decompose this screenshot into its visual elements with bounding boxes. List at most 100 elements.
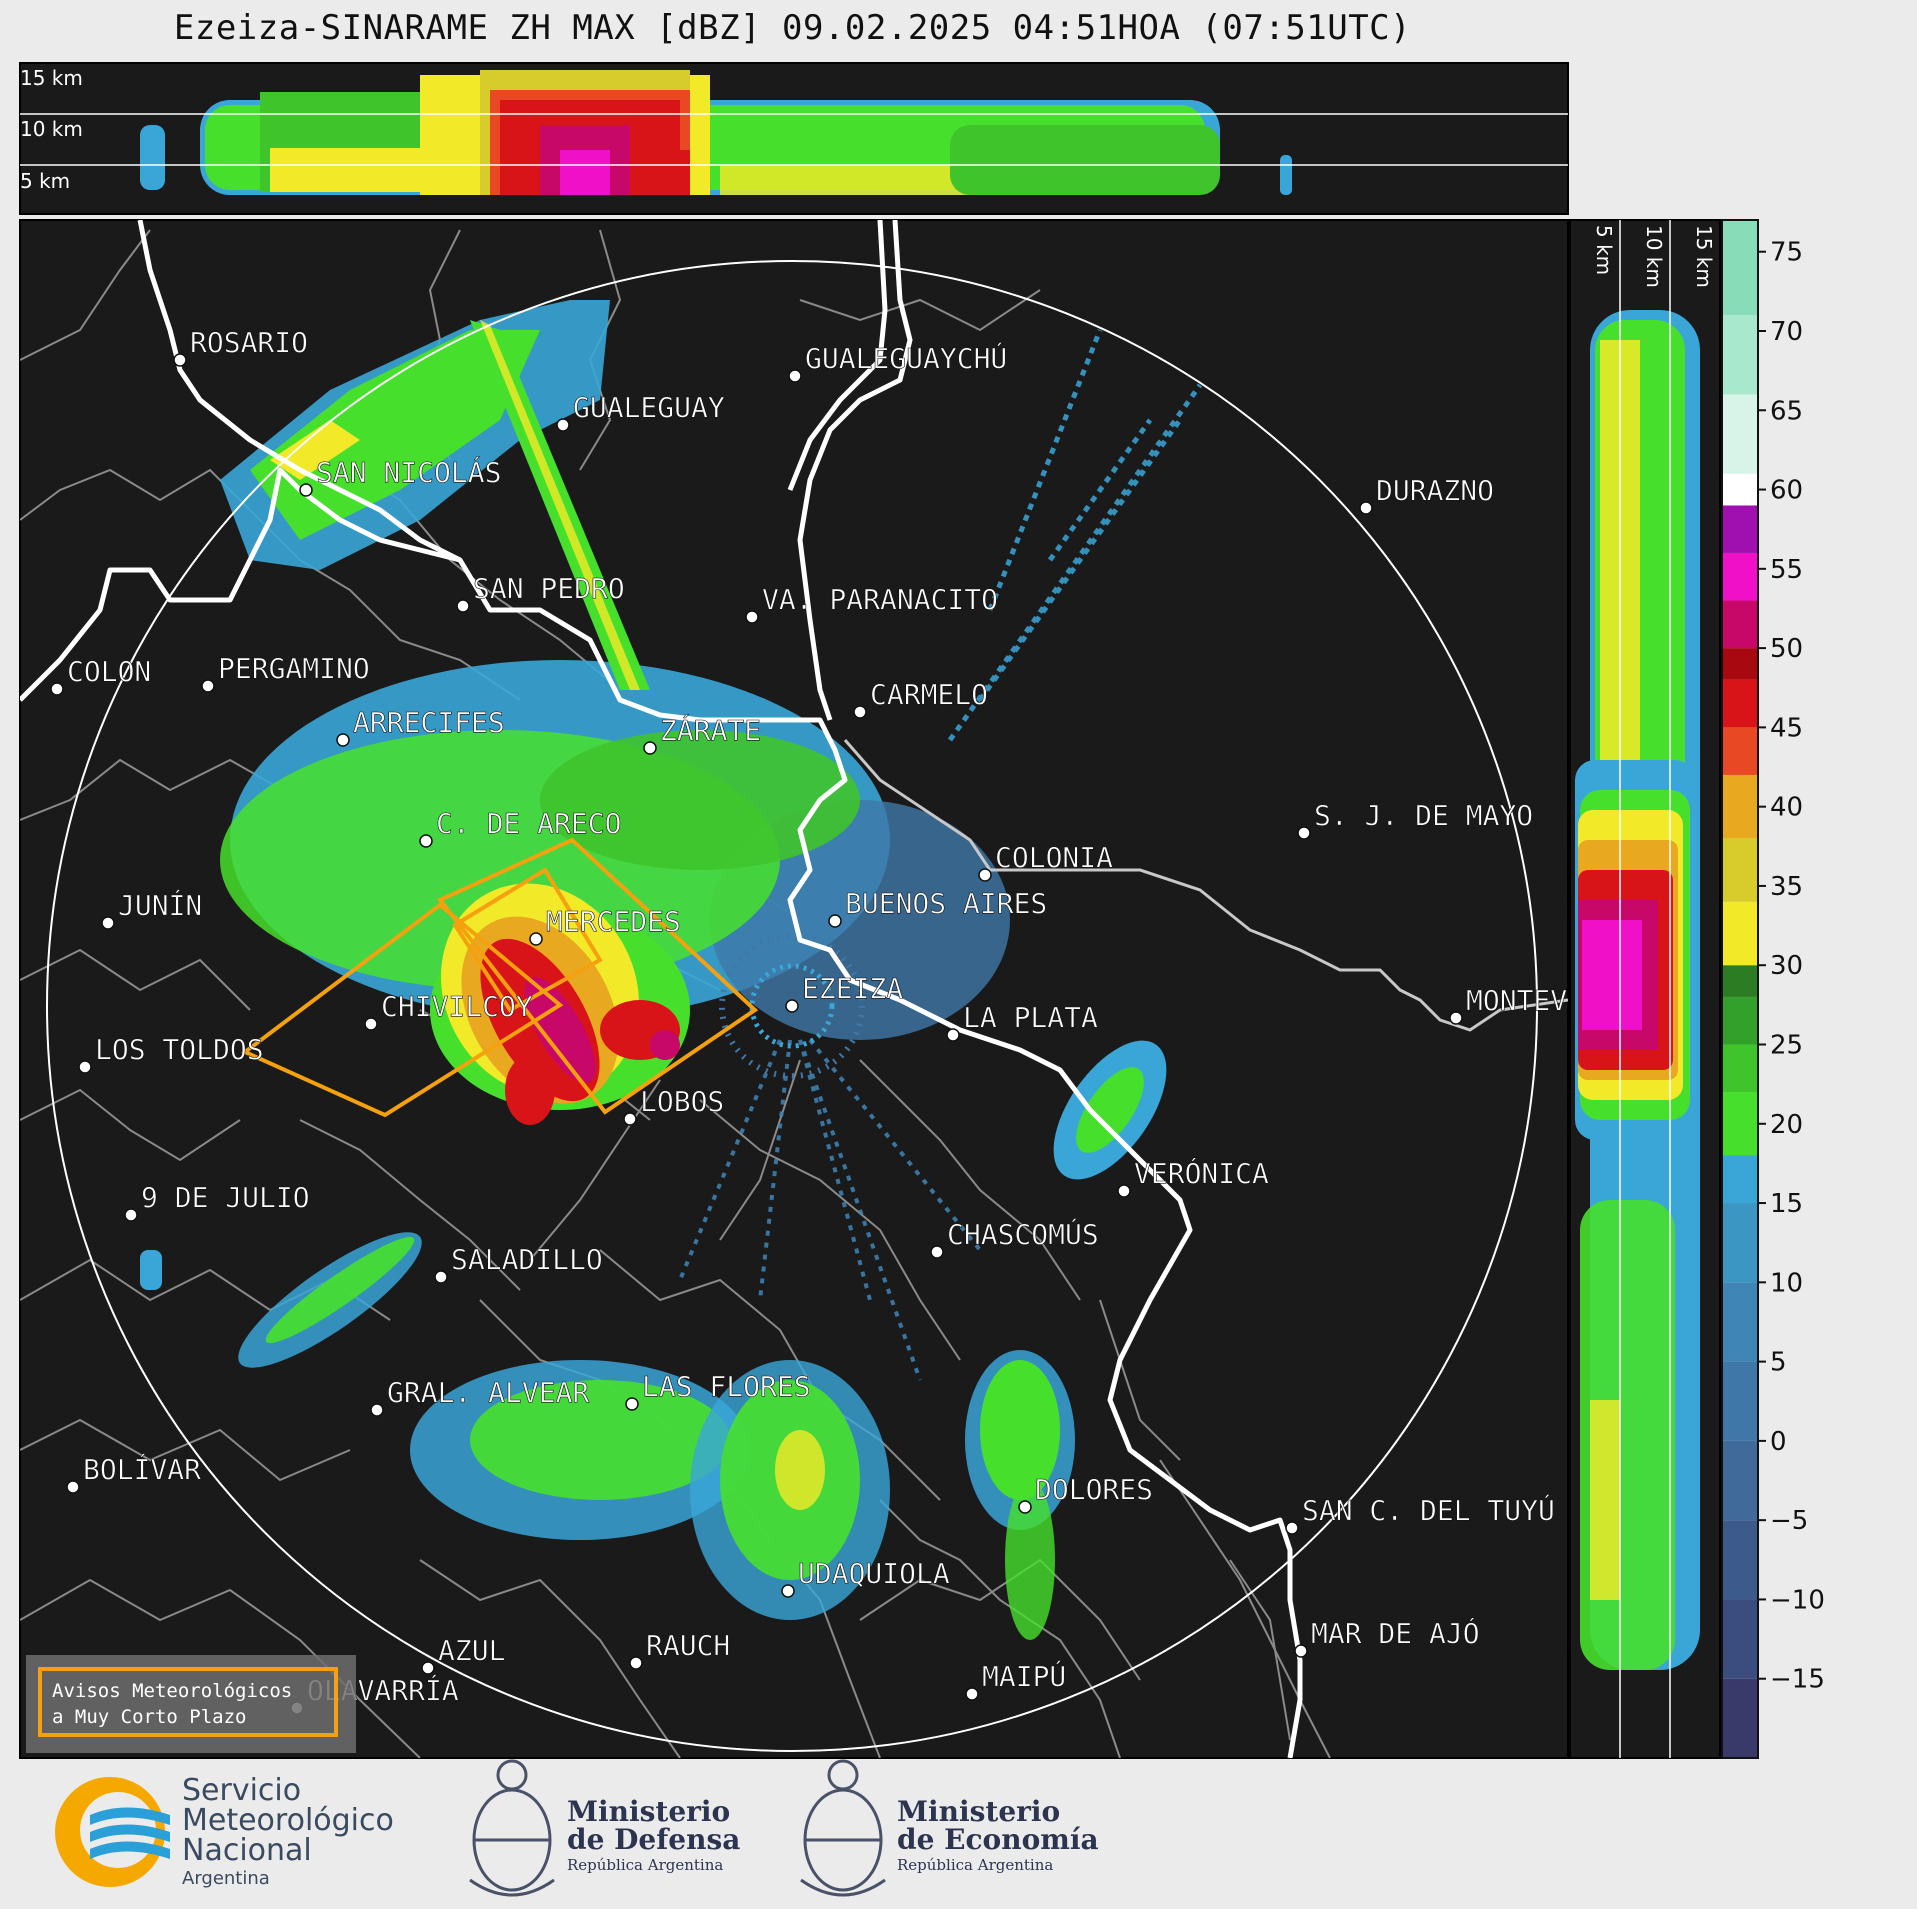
smn-logo-text: Servicio Meteorológico Nacional Argentin… xyxy=(182,1776,394,1888)
city-marker xyxy=(1359,501,1373,515)
city-marker xyxy=(1117,1184,1131,1198)
city-label: COLONIA xyxy=(995,841,1113,874)
city-marker xyxy=(201,679,215,693)
warning-legend-box: Avisos Meteorológicos a Muy Corto Plazo xyxy=(38,1667,338,1737)
city-marker xyxy=(965,1687,979,1701)
colorbar-tick-label: 30 xyxy=(1770,951,1803,981)
city-marker xyxy=(745,610,759,624)
colorbar-tick-label: −10 xyxy=(1770,1585,1825,1615)
economia-line1: Ministerio xyxy=(897,1795,1061,1828)
smn-logo-icon xyxy=(55,1777,170,1887)
colorbar-segment xyxy=(1722,965,1758,997)
city-label: ZÁRATE xyxy=(660,713,761,747)
city-marker xyxy=(124,1208,138,1222)
city-marker xyxy=(978,868,992,882)
city-label: AZUL xyxy=(438,1634,505,1667)
colorbar-tick-label: 25 xyxy=(1770,1030,1803,1060)
colorbar-segment xyxy=(1722,1044,1758,1093)
top-height-label-10: 10 km xyxy=(20,117,83,141)
uruguay-coast xyxy=(843,739,1568,1032)
city-label: LA PLATA xyxy=(963,1001,1098,1034)
city-label: BOLÍVAR xyxy=(83,1452,201,1486)
city-label: LOS TOLDOS xyxy=(95,1033,264,1066)
city-marker xyxy=(930,1245,944,1259)
city-marker xyxy=(1285,1521,1299,1535)
side-height-label-5: 5 km xyxy=(1592,225,1616,275)
city-marker xyxy=(78,1060,92,1074)
city-marker xyxy=(370,1403,384,1417)
defensa-line2: de Defensa xyxy=(567,1823,741,1856)
city-label: ARRECIFES xyxy=(353,706,505,739)
city-label: UDAQUIOLA xyxy=(798,1557,950,1590)
city-marker xyxy=(643,741,657,755)
colorbar-tick-label: 15 xyxy=(1770,1189,1803,1219)
city-marker xyxy=(364,1017,378,1031)
city-label: MAIPÚ xyxy=(982,1659,1066,1693)
city-marker xyxy=(781,1584,795,1598)
defensa-line3: República Argentina xyxy=(567,1856,724,1874)
colorbar-tick-label: 0 xyxy=(1770,1427,1787,1457)
city-label: 9 DE JULIO xyxy=(141,1181,310,1214)
city-marker xyxy=(456,599,470,613)
city-marker xyxy=(828,914,842,928)
colorbar-tick-label: 40 xyxy=(1770,793,1803,823)
colorbar-tick-label: 5 xyxy=(1770,1348,1787,1378)
colorbar-tick-label: 20 xyxy=(1770,1110,1803,1140)
city-marker xyxy=(66,1480,80,1494)
colorbar-segment xyxy=(1722,473,1758,506)
city-marker xyxy=(419,834,433,848)
economia-line3: República Argentina xyxy=(897,1856,1054,1874)
city-label: GUALEGUAY xyxy=(573,391,725,424)
city-label: SAN C. DEL TUYÚ xyxy=(1302,1493,1555,1527)
city-marker xyxy=(556,418,570,432)
chart-title: Ezeiza-SINARAME ZH MAX [dBZ] 09.02.2025 … xyxy=(173,8,1412,48)
radar-echoes xyxy=(140,300,1203,1640)
warning-legend[interactable]: Avisos Meteorológicos a Muy Corto Plazo xyxy=(26,1655,356,1753)
side-height-label-15: 15 km xyxy=(1692,225,1716,288)
city-label: COLON xyxy=(67,655,151,688)
city-marker xyxy=(173,353,187,367)
city-label: C. DE ARECO xyxy=(436,807,621,840)
colorbar-tick-label: 75 xyxy=(1770,238,1803,268)
city-label: SALADILLO xyxy=(451,1243,603,1276)
city-label: VA. PARANACITO xyxy=(762,583,998,616)
smn-line2: Meteorológico xyxy=(182,1803,394,1838)
colorbar-frame xyxy=(1721,219,1759,1759)
top-height-label-5: 5 km xyxy=(20,169,70,193)
colorbar-segment xyxy=(1722,1203,1758,1283)
colorbar-segment xyxy=(1722,1092,1758,1156)
city-label: S. J. DE MAYO xyxy=(1314,799,1533,832)
city-label: LOBOS xyxy=(640,1085,724,1118)
city-marker xyxy=(101,916,115,930)
colorbar-segment xyxy=(1722,838,1758,902)
warning-legend-line2: a Muy Corto Plazo xyxy=(52,1705,247,1728)
defensa-line1: Ministerio xyxy=(567,1795,731,1828)
top-height-label-15: 15 km xyxy=(20,66,83,90)
colorbar-segment xyxy=(1722,648,1758,680)
city-label: DOLORES xyxy=(1035,1473,1153,1506)
smn-line1: Servicio xyxy=(182,1773,302,1808)
city-label: DURAZNO xyxy=(1376,474,1494,507)
smn-line3: Nacional xyxy=(182,1833,312,1868)
city-marker xyxy=(50,682,64,696)
colorbar-segment xyxy=(1722,315,1758,395)
side-height-label-10: 10 km xyxy=(1642,225,1666,288)
side-section-echoes xyxy=(1575,310,1700,1670)
colorbar-tick-label: −15 xyxy=(1770,1665,1825,1695)
city-marker xyxy=(1018,1500,1032,1514)
city-label: RAUCH xyxy=(646,1629,730,1662)
city-marker xyxy=(629,1656,643,1670)
city-marker xyxy=(788,369,802,383)
city-marker xyxy=(623,1112,637,1126)
colorbar-segment xyxy=(1722,901,1758,966)
city-marker xyxy=(529,932,543,946)
colorbar-tick-label: 35 xyxy=(1770,872,1803,902)
defensa-crest-icon xyxy=(469,1759,555,1897)
colorbar-tick-label: 70 xyxy=(1770,317,1803,347)
city-marker xyxy=(785,999,799,1013)
city-label: VERÓNICA xyxy=(1134,1156,1269,1190)
colorbar-segment xyxy=(1722,679,1758,728)
city-marker xyxy=(336,733,350,747)
economia-logo-text: Ministerio de Economía República Argenti… xyxy=(897,1798,1099,1873)
